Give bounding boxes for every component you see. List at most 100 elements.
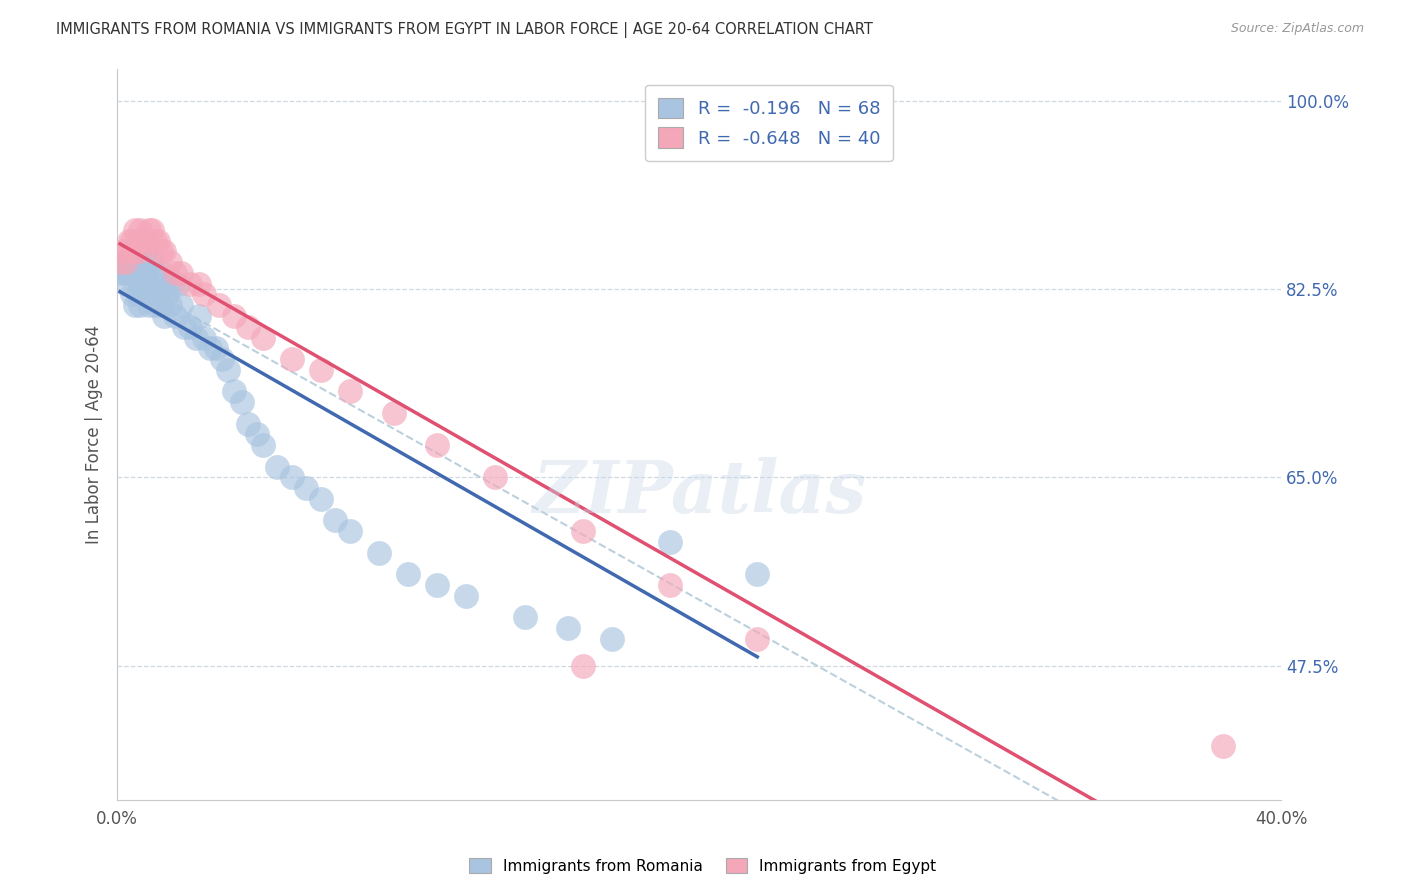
- Point: [167, 277, 190, 291]
- Text: IMMIGRANTS FROM ROMANIA VS IMMIGRANTS FROM EGYPT IN LABOR FORCE | AGE 20-64 CORR: IMMIGRANTS FROM ROMANIA VS IMMIGRANTS FR…: [56, 22, 873, 38]
- Point: [124, 244, 146, 259]
- Point: [179, 319, 201, 334]
- Point: [339, 524, 361, 539]
- Point: [208, 298, 231, 312]
- Point: [135, 266, 157, 280]
- Point: [571, 658, 593, 673]
- Point: [747, 567, 769, 582]
- Point: [162, 277, 184, 291]
- Point: [152, 309, 174, 323]
- Point: [129, 223, 152, 237]
- Point: [747, 632, 769, 646]
- Point: [138, 298, 160, 312]
- Point: [141, 255, 163, 269]
- Point: [211, 352, 233, 367]
- Point: [426, 578, 449, 592]
- Point: [135, 234, 157, 248]
- Point: [129, 298, 152, 312]
- Point: [124, 266, 146, 280]
- Point: [236, 319, 259, 334]
- Point: [118, 234, 141, 248]
- Y-axis label: In Labor Force | Age 20-64: In Labor Force | Age 20-64: [86, 325, 103, 544]
- Point: [396, 567, 419, 582]
- Point: [281, 352, 304, 367]
- Point: [187, 277, 209, 291]
- Point: [281, 470, 304, 484]
- Point: [121, 287, 143, 301]
- Point: [141, 287, 163, 301]
- Point: [205, 341, 228, 355]
- Point: [266, 459, 288, 474]
- Point: [108, 266, 131, 280]
- Legend: R =  -0.196   N = 68, R =  -0.648   N = 40: R = -0.196 N = 68, R = -0.648 N = 40: [645, 85, 893, 161]
- Point: [1212, 739, 1234, 754]
- Point: [118, 244, 141, 259]
- Point: [156, 287, 179, 301]
- Point: [124, 298, 146, 312]
- Point: [173, 319, 195, 334]
- Point: [127, 244, 149, 259]
- Point: [252, 330, 274, 344]
- Point: [179, 277, 201, 291]
- Point: [121, 255, 143, 269]
- Point: [382, 406, 405, 420]
- Point: [115, 277, 138, 291]
- Point: [146, 287, 169, 301]
- Text: Source: ZipAtlas.com: Source: ZipAtlas.com: [1230, 22, 1364, 36]
- Point: [121, 234, 143, 248]
- Point: [571, 524, 593, 539]
- Point: [170, 266, 193, 280]
- Point: [200, 341, 222, 355]
- Point: [127, 287, 149, 301]
- Point: [135, 287, 157, 301]
- Legend: Immigrants from Romania, Immigrants from Egypt: Immigrants from Romania, Immigrants from…: [464, 852, 942, 880]
- Point: [149, 244, 172, 259]
- Point: [141, 223, 163, 237]
- Point: [143, 266, 166, 280]
- Point: [115, 266, 138, 280]
- Point: [557, 621, 579, 635]
- Point: [129, 277, 152, 291]
- Point: [246, 427, 269, 442]
- Point: [124, 223, 146, 237]
- Point: [129, 244, 152, 259]
- Point: [659, 578, 682, 592]
- Point: [146, 234, 169, 248]
- Point: [456, 589, 478, 603]
- Point: [222, 309, 245, 323]
- Point: [111, 244, 134, 259]
- Point: [129, 244, 152, 259]
- Point: [132, 234, 155, 248]
- Point: [231, 395, 253, 409]
- Point: [673, 120, 696, 135]
- Point: [152, 244, 174, 259]
- Point: [143, 234, 166, 248]
- Point: [236, 417, 259, 431]
- Point: [165, 266, 187, 280]
- Point: [170, 298, 193, 312]
- Point: [108, 255, 131, 269]
- Point: [135, 244, 157, 259]
- Point: [309, 491, 332, 506]
- Point: [600, 632, 623, 646]
- Point: [152, 277, 174, 291]
- Point: [138, 277, 160, 291]
- Point: [118, 266, 141, 280]
- Point: [165, 309, 187, 323]
- Point: [193, 330, 215, 344]
- Point: [149, 298, 172, 312]
- Point: [159, 255, 181, 269]
- Point: [193, 287, 215, 301]
- Point: [132, 266, 155, 280]
- Point: [111, 255, 134, 269]
- Point: [339, 384, 361, 399]
- Point: [138, 223, 160, 237]
- Point: [222, 384, 245, 399]
- Point: [252, 438, 274, 452]
- Point: [217, 363, 239, 377]
- Point: [295, 481, 318, 495]
- Point: [513, 610, 536, 624]
- Point: [426, 438, 449, 452]
- Point: [484, 470, 506, 484]
- Point: [115, 255, 138, 269]
